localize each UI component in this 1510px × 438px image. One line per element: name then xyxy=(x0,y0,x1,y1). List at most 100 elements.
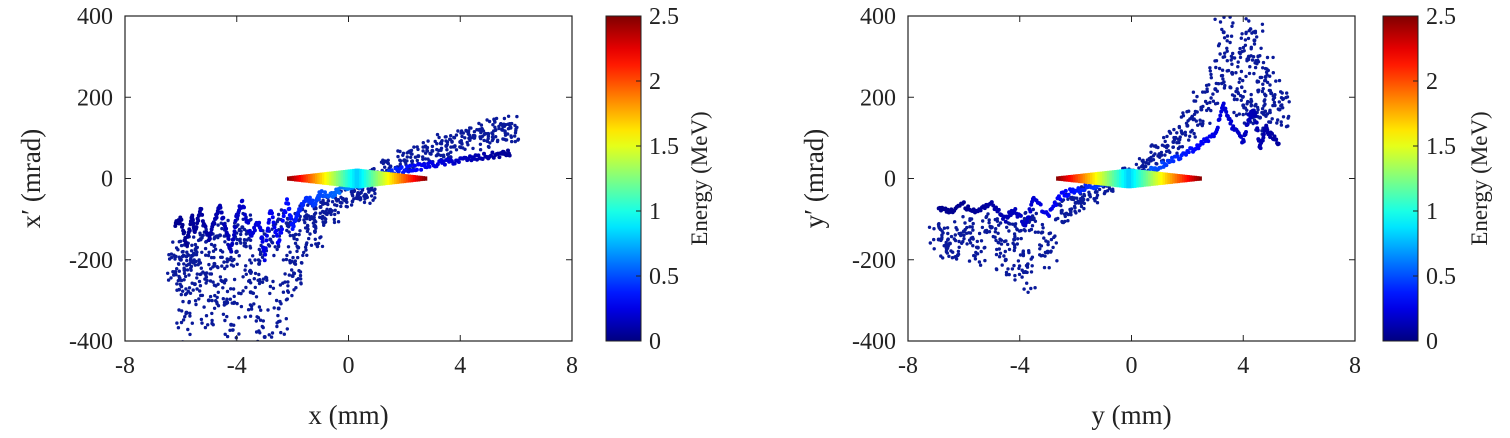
data-point xyxy=(300,261,304,265)
data-point xyxy=(231,328,235,332)
data-point xyxy=(183,274,188,279)
band-point xyxy=(1221,101,1226,106)
data-point xyxy=(1055,259,1059,263)
band-point xyxy=(272,225,277,230)
band-point xyxy=(221,215,226,220)
data-point xyxy=(222,260,226,264)
data-point xyxy=(1268,120,1273,124)
data-point xyxy=(215,295,219,300)
data-point xyxy=(257,305,262,309)
data-point xyxy=(304,248,308,252)
data-point xyxy=(1004,273,1009,277)
data-point xyxy=(319,235,323,239)
data-point xyxy=(1213,17,1217,21)
data-point xyxy=(1276,118,1280,122)
data-point xyxy=(469,136,473,140)
data-point xyxy=(1195,94,1199,99)
data-point xyxy=(221,286,225,290)
band-point xyxy=(1171,159,1176,164)
data-point xyxy=(932,237,936,242)
data-point xyxy=(980,225,985,230)
data-point xyxy=(942,226,947,230)
data-point xyxy=(282,332,286,336)
data-point xyxy=(231,343,234,346)
scatter-points xyxy=(166,114,521,346)
data-point xyxy=(1157,152,1162,157)
data-point xyxy=(1238,77,1242,81)
colorbar-tick-label: 1 xyxy=(649,199,661,225)
data-point xyxy=(1022,216,1027,221)
data-point xyxy=(1238,46,1242,51)
data-point xyxy=(255,315,259,319)
data-point xyxy=(961,229,966,234)
band-point xyxy=(291,224,296,229)
data-point xyxy=(221,312,226,316)
data-point xyxy=(182,262,186,266)
data-point xyxy=(995,247,999,252)
data-point xyxy=(181,299,185,304)
data-point xyxy=(252,277,256,281)
data-point xyxy=(1134,162,1139,167)
core-segment xyxy=(289,176,293,181)
colorbar-tick-label: 2.5 xyxy=(1426,4,1456,30)
band-point xyxy=(219,210,224,215)
band-point xyxy=(490,150,495,155)
colorbar-label: Energy (MeV) xyxy=(687,111,712,245)
core-segment xyxy=(394,172,397,185)
data-point xyxy=(996,240,1000,245)
data-point xyxy=(972,253,976,258)
data-point xyxy=(440,139,444,143)
band-point xyxy=(173,224,178,228)
data-point xyxy=(987,218,991,222)
data-point xyxy=(1086,198,1090,202)
data-point xyxy=(223,318,227,323)
data-point xyxy=(182,271,187,276)
data-point xyxy=(178,257,183,262)
data-point xyxy=(272,343,275,346)
core-segment xyxy=(1138,169,1142,188)
data-point xyxy=(388,164,393,169)
data-point xyxy=(197,279,202,284)
data-point xyxy=(257,272,261,277)
band-point xyxy=(200,212,205,217)
data-point xyxy=(1048,231,1053,235)
data-point xyxy=(197,260,201,264)
data-point xyxy=(272,342,275,345)
data-point xyxy=(283,280,287,284)
data-point xyxy=(182,278,186,282)
data-point xyxy=(223,278,228,283)
core-segment xyxy=(1104,171,1108,186)
data-point xyxy=(1208,69,1213,73)
data-point xyxy=(1007,222,1012,226)
data-point xyxy=(1254,59,1258,63)
data-point xyxy=(249,307,254,311)
data-point xyxy=(228,297,232,301)
data-point xyxy=(940,229,944,233)
data-point xyxy=(1272,100,1277,105)
data-point xyxy=(1007,229,1011,233)
band-point xyxy=(252,228,257,233)
colorbar xyxy=(1382,15,1419,342)
data-point xyxy=(339,204,343,209)
data-point xyxy=(1230,62,1234,66)
data-point xyxy=(174,246,179,250)
band-point xyxy=(323,190,327,195)
data-point xyxy=(1026,290,1030,294)
band-point xyxy=(194,225,199,230)
data-point xyxy=(1237,112,1242,116)
data-point xyxy=(285,221,290,226)
data-point xyxy=(220,255,224,259)
data-point xyxy=(1241,95,1245,99)
data-point xyxy=(947,241,952,246)
data-point xyxy=(1178,135,1182,139)
band-point xyxy=(270,215,275,220)
data-point xyxy=(283,272,287,276)
core-segment xyxy=(1169,173,1173,184)
data-point xyxy=(1263,74,1268,79)
data-point xyxy=(258,278,262,282)
data-point xyxy=(442,155,446,159)
data-point xyxy=(1238,55,1243,60)
core-segment xyxy=(1128,168,1132,189)
core-segment xyxy=(1065,175,1069,182)
core-segment xyxy=(359,168,363,189)
